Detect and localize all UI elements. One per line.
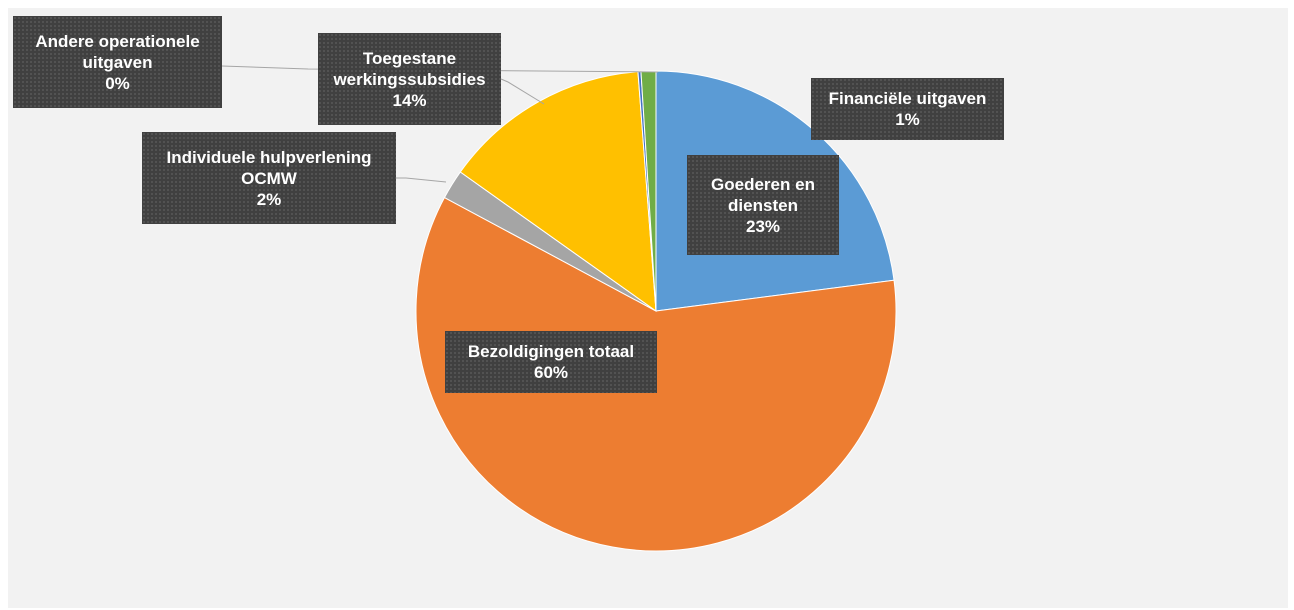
label-individuele-hulpverlening: Individuele hulpverlening OCMW 2% — [142, 132, 396, 224]
label-goederen-value: 23% — [745, 216, 781, 236]
label-toegestane-value: 14% — [392, 90, 427, 110]
label-toegestane-line-1: Toegestane — [362, 48, 457, 68]
leader-line-individuele-hulpverlening — [396, 177, 447, 183]
pie-slice-toegestane-werkingssubsidies — [459, 71, 657, 313]
leader-line-toegestane-werkingssubsidies — [500, 78, 545, 105]
label-goederen-line-1: Goederen en — [711, 174, 815, 194]
label-bezoldigingen-totaal: Bezoldigingen totaal 60% — [445, 331, 657, 393]
label-goederen-en-diensten: Goederen en diensten 23% — [687, 155, 839, 255]
chart-area: Goederen en diensten 23% Bezoldigingen t… — [8, 8, 1288, 608]
label-toegestane-werkingssubsidies: Toegestane werkingssubsidies 14% — [318, 33, 501, 125]
label-toegestane-line-2: werkingssubsidies — [333, 69, 486, 89]
label-individuele-value: 2% — [256, 189, 282, 209]
label-andere-operationele-uitgaven: Andere operationele uitgaven 0% — [13, 16, 222, 108]
label-andere-line-1: Andere operationele — [35, 31, 200, 51]
label-andere-value: 0% — [105, 73, 130, 93]
label-financiele-value: 1% — [895, 110, 920, 129]
label-individuele-line-1: Individuele hulpverlening — [166, 147, 372, 167]
label-bezoldigingen-value: 60% — [533, 363, 569, 382]
label-goederen-line-2: diensten — [728, 195, 798, 215]
label-individuele-line-2: OCMW — [241, 168, 297, 188]
label-financiele-uitgaven: Financiële uitgaven 1% — [811, 78, 1004, 140]
label-financiele-line-1: Financiële uitgaven — [828, 89, 987, 108]
label-bezoldigingen-line-1: Bezoldigingen totaal — [467, 342, 635, 361]
label-andere-line-2: uitgaven — [82, 52, 153, 72]
leader-line-andere-operationele-uitgaven — [221, 65, 659, 73]
